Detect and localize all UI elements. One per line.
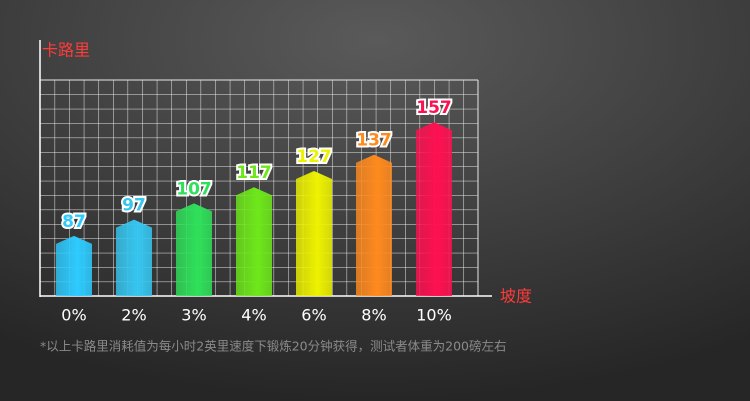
value-label: 137 bbox=[356, 131, 392, 151]
x-tick-label: 8% bbox=[361, 306, 386, 325]
bar bbox=[296, 170, 332, 296]
x-tick-label: 10% bbox=[416, 306, 452, 325]
x-axis-label: 坡度 bbox=[500, 287, 532, 306]
bar bbox=[356, 154, 392, 296]
value-label: 117 bbox=[236, 163, 272, 183]
x-tick-label: 2% bbox=[121, 306, 146, 325]
x-tick-label: 3% bbox=[181, 306, 206, 325]
value-label: 157 bbox=[416, 98, 452, 118]
value-label: 107 bbox=[176, 179, 212, 199]
value-label: 87 bbox=[62, 212, 86, 232]
x-tick-label: 6% bbox=[301, 306, 326, 325]
value-label: 127 bbox=[296, 147, 332, 167]
bar bbox=[56, 235, 92, 296]
bar bbox=[116, 219, 152, 296]
y-axis-label: 卡路里 bbox=[42, 41, 90, 60]
x-tick-label: 0% bbox=[61, 306, 86, 325]
bar bbox=[176, 203, 212, 296]
x-tick-label: 4% bbox=[241, 306, 266, 325]
footnote: *以上卡路里消耗值为每小时2英里速度下锻炼20分钟获得，测试者体重为200磅左右 bbox=[40, 339, 506, 354]
bar bbox=[236, 187, 272, 296]
bar bbox=[416, 122, 452, 297]
value-label: 97 bbox=[122, 196, 146, 216]
